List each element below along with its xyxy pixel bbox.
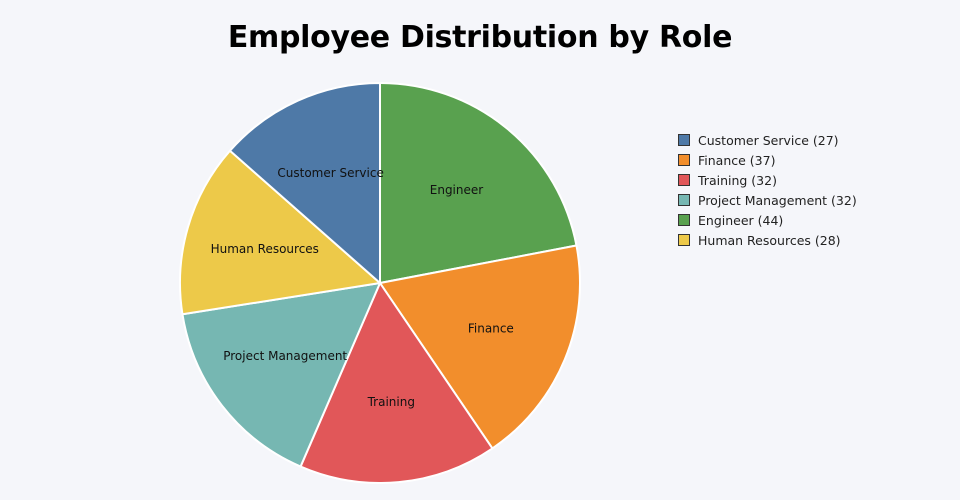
legend-item-human-resources[interactable]: Human Resources (28): [678, 230, 857, 250]
legend-swatch-finance: [678, 154, 690, 166]
legend-item-customer-service[interactable]: Customer Service (27): [678, 130, 857, 150]
legend-swatch-training: [678, 174, 690, 186]
legend-label: Project Management (32): [698, 192, 857, 208]
legend-swatch-human-resources: [678, 234, 690, 246]
slice-label-finance: Finance: [468, 321, 514, 335]
slice-label-engineer: Engineer: [430, 183, 484, 197]
pie-slice-engineer[interactable]: [379, 82, 578, 284]
slice-label-customer-service: Customer Service: [277, 166, 383, 180]
legend-swatch-engineer: [678, 214, 690, 226]
pie-slice-customer-service[interactable]: [228, 82, 381, 284]
legend-item-project-management[interactable]: Project Management (32): [678, 190, 857, 210]
pie-slice-training[interactable]: [299, 282, 494, 484]
pie-slice-project-management[interactable]: [181, 282, 381, 468]
legend-item-finance[interactable]: Finance (37): [678, 150, 857, 170]
legend-item-training[interactable]: Training (32): [678, 170, 857, 190]
legend-label: Customer Service (27): [698, 132, 839, 148]
legend-item-engineer[interactable]: Engineer (44): [678, 210, 857, 230]
pie-slice-finance[interactable]: [379, 244, 581, 450]
slice-label-human-resources: Human Resources: [211, 242, 319, 256]
pie-slice-human-resources[interactable]: [179, 149, 381, 316]
legend-swatch-customer-service: [678, 134, 690, 146]
chart-legend: Customer Service (27) Finance (37) Trainin…: [678, 130, 857, 250]
legend-label: Human Resources (28): [698, 232, 841, 248]
legend-label: Engineer (44): [698, 212, 784, 228]
slice-label-training: Training: [367, 395, 415, 409]
chart-title: Employee Distribution by Role: [227, 20, 733, 55]
legend-label: Finance (37): [698, 152, 776, 168]
legend-swatch-project-management: [678, 194, 690, 206]
slice-label-project-management: Project Management: [223, 349, 347, 363]
legend-label: Training (32): [698, 172, 777, 188]
